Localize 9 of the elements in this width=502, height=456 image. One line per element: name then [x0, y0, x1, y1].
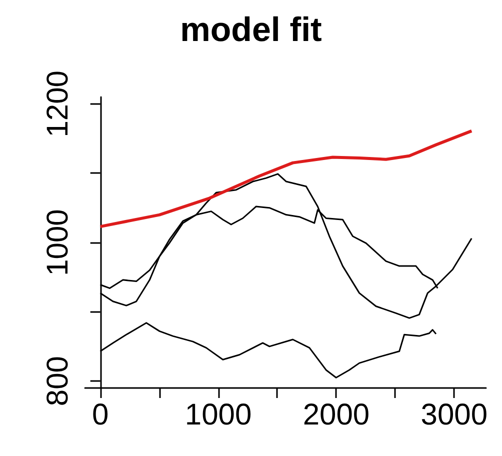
- x-tick-label: 3000: [420, 398, 488, 432]
- x-tick-label: 1000: [184, 398, 252, 432]
- chart-title: model fit: [180, 11, 322, 49]
- line-series: [98, 129, 474, 228]
- x-tick-label: 2000: [302, 398, 370, 432]
- y-tick-label: 800: [42, 356, 74, 406]
- x-tick-label: 0: [92, 398, 109, 432]
- y-tick-label: 1000: [42, 209, 74, 276]
- y-tick-label: 1200: [42, 70, 74, 138]
